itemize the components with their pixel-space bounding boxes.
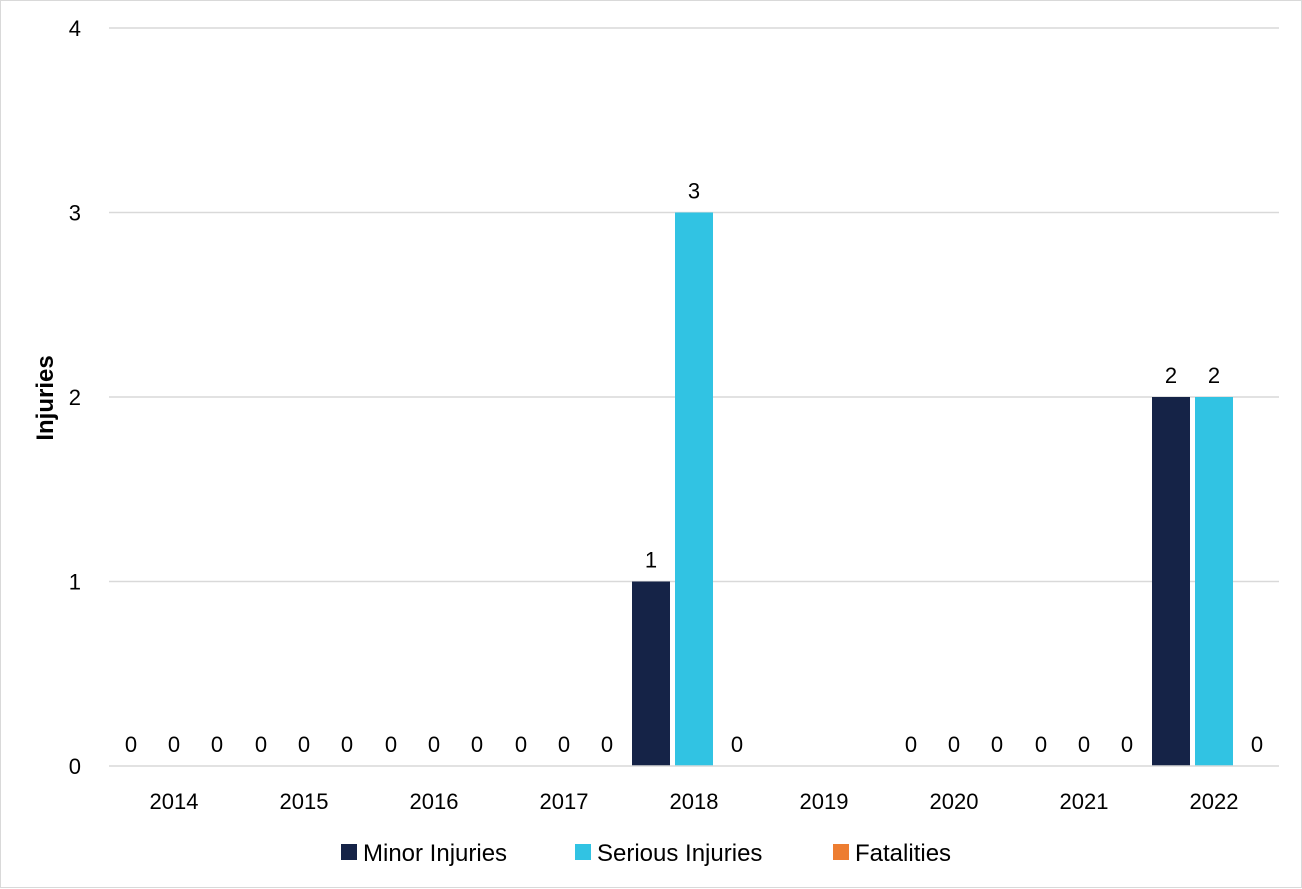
x-tick-label: 2019	[800, 789, 849, 814]
data-label: 0	[255, 732, 267, 757]
legend-swatch	[575, 844, 591, 860]
y-tick-label: 3	[69, 201, 81, 226]
data-label: 0	[558, 732, 570, 757]
x-tick-label: 2017	[540, 789, 589, 814]
y-tick-label: 4	[69, 16, 81, 41]
legend-label: Minor Injuries	[363, 840, 507, 867]
x-tick-label: 2014	[150, 789, 199, 814]
data-label: 0	[1121, 732, 1133, 757]
data-label: 0	[211, 732, 223, 757]
data-label: 0	[515, 732, 527, 757]
data-label: 0	[471, 732, 483, 757]
bar-minor-injuries	[1152, 397, 1190, 766]
y-axis-label: Injuries	[32, 355, 59, 440]
data-label: 0	[601, 732, 613, 757]
x-tick-label: 2016	[410, 789, 459, 814]
data-label: 0	[991, 732, 1003, 757]
y-tick-label: 2	[69, 385, 81, 410]
legend: Minor Injuries Serious Injuries Fatalities	[341, 840, 951, 867]
data-label: 0	[905, 732, 917, 757]
x-tick-label: 2020	[930, 789, 979, 814]
legend-swatch	[341, 844, 357, 860]
data-label: 3	[688, 179, 700, 204]
data-label: 0	[948, 732, 960, 757]
data-label: 0	[385, 732, 397, 757]
y-axis-ticks: 0 1 2 3 4	[69, 16, 81, 779]
data-label: 0	[125, 732, 137, 757]
data-label: 0	[731, 732, 743, 757]
data-label: 0	[1035, 732, 1047, 757]
data-label: 0	[428, 732, 440, 757]
bar-serious-injuries	[675, 212, 713, 766]
x-tick-label: 2018	[670, 789, 719, 814]
x-tick-label: 2022	[1190, 789, 1239, 814]
legend-swatch	[833, 844, 849, 860]
data-label: 0	[341, 732, 353, 757]
y-tick-label: 1	[69, 570, 81, 595]
legend-label: Serious Injuries	[597, 840, 762, 867]
bars	[632, 212, 1233, 766]
bar-serious-injuries	[1195, 397, 1233, 766]
data-label: 0	[1251, 732, 1263, 757]
x-tick-label: 2021	[1060, 789, 1109, 814]
data-label: 0	[1078, 732, 1090, 757]
x-axis-ticks: 2014 2015 2016 2017 2018 2019 2020 2021 2022	[150, 789, 1239, 814]
data-label: 0	[298, 732, 310, 757]
data-label: 2	[1165, 363, 1177, 388]
data-label: 0	[168, 732, 180, 757]
x-tick-label: 2015	[280, 789, 329, 814]
legend-label: Fatalities	[855, 840, 951, 867]
data-label: 2	[1208, 363, 1220, 388]
data-labels: 0 0 0 0 0 0 0 0 0 0 0 0 1 3 0 0 0 0 0 0 0 2 2 0	[125, 179, 1263, 758]
y-tick-label: 0	[69, 754, 81, 779]
data-label: 1	[645, 548, 657, 573]
bar-minor-injuries	[632, 581, 670, 766]
